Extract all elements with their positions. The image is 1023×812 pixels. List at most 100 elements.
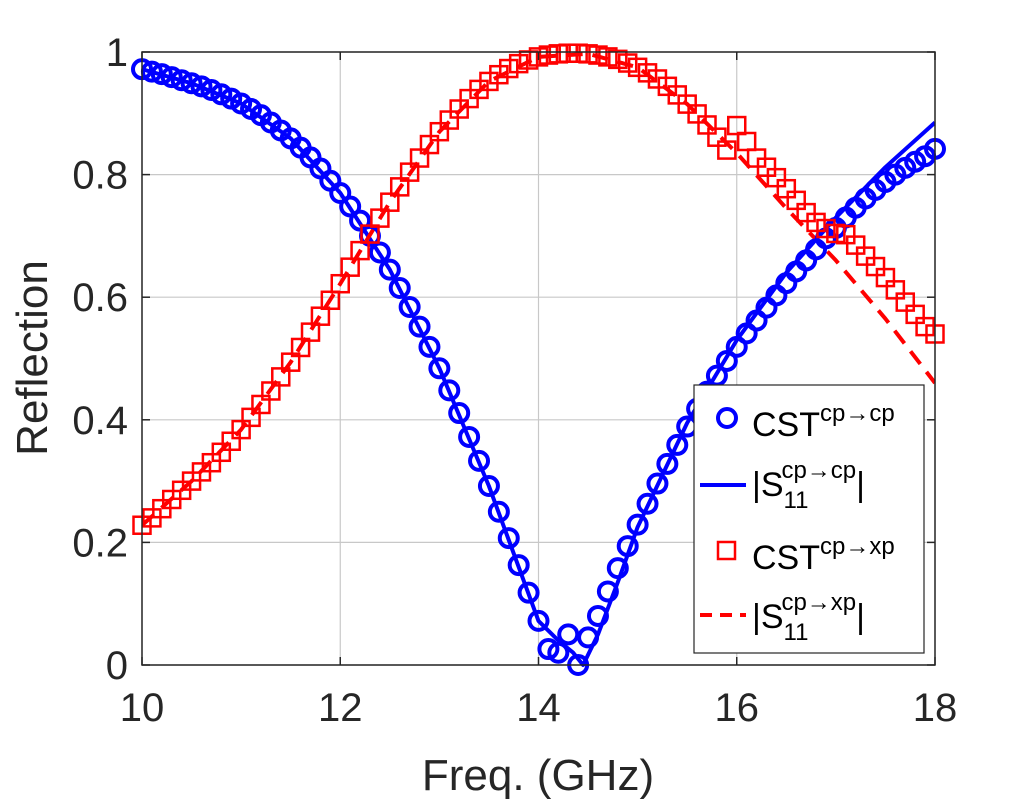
series-layer bbox=[131, 43, 946, 676]
series-2-point-51 bbox=[637, 63, 658, 83]
series-0-point-48 bbox=[606, 557, 629, 580]
series-2-point-25 bbox=[380, 192, 400, 212]
series-0-point-29 bbox=[418, 335, 441, 358]
series-2-point-42 bbox=[548, 44, 569, 64]
legend-s11-xpol-close: | bbox=[856, 598, 865, 636]
series-2-point-15 bbox=[280, 352, 301, 372]
legend: CSTcp→cp |S11cp→cp| CSTcp→xp |S11cp→xp| bbox=[693, 384, 925, 654]
series-0-point-3 bbox=[160, 66, 183, 89]
series-0-point-1 bbox=[140, 60, 163, 83]
series-2-point-50 bbox=[627, 57, 648, 78]
series-0-point-30 bbox=[428, 357, 451, 380]
series-2-point-46 bbox=[588, 45, 608, 65]
series-0-point-45 bbox=[577, 626, 600, 649]
series-2-point-60 bbox=[727, 115, 747, 136]
x-axis-title: Freq. (GHz) bbox=[422, 751, 654, 800]
y-tick-label-0: 0 bbox=[106, 644, 128, 688]
axis-ticks: 10 12 14 16 18 0 0.2 0.4 0.6 0.8 1 bbox=[72, 31, 957, 730]
series-2-point-76 bbox=[885, 280, 906, 300]
legend-cst-copol-main: CST bbox=[752, 406, 820, 444]
legend-marker-cst-copol bbox=[716, 407, 738, 429]
series-2-point-74 bbox=[865, 256, 886, 277]
series-2-point-59 bbox=[717, 140, 737, 160]
series-2-point-77 bbox=[895, 292, 916, 312]
series-2-point-65 bbox=[776, 178, 797, 199]
series-0-point-50 bbox=[626, 513, 649, 536]
series-0-point-39 bbox=[517, 581, 540, 604]
y-tick-label-3: 0.6 bbox=[72, 276, 128, 320]
series-2-point-27 bbox=[399, 162, 420, 182]
series-0-point-27 bbox=[398, 296, 421, 319]
series-2-point-49 bbox=[617, 53, 638, 73]
y-tick-label-5: 1 bbox=[106, 31, 128, 75]
series-2-point-24 bbox=[370, 208, 390, 228]
series-1-line bbox=[142, 67, 935, 667]
legend-s11-copol-close: | bbox=[856, 466, 865, 504]
series-2 bbox=[132, 43, 945, 535]
series-2-point-48 bbox=[608, 49, 628, 70]
x-tick-label-3: 16 bbox=[715, 686, 760, 730]
series-2-point-19 bbox=[320, 290, 341, 311]
series-2-point-64 bbox=[766, 167, 787, 188]
series-2-point-26 bbox=[389, 177, 410, 197]
series-2-point-56 bbox=[687, 104, 707, 124]
y-tick-label-4: 0.8 bbox=[72, 154, 128, 198]
legend-s11-copol-open: |S bbox=[752, 466, 784, 504]
series-2-point-73 bbox=[855, 246, 876, 266]
series-2-point-16 bbox=[290, 337, 311, 358]
series-2-point-72 bbox=[845, 235, 866, 255]
series-0-point-34 bbox=[468, 449, 491, 472]
series-0-point-40 bbox=[527, 609, 550, 632]
series-0-point-35 bbox=[477, 475, 500, 498]
series-2-point-69 bbox=[816, 218, 836, 239]
series-0-point-54 bbox=[666, 433, 689, 456]
series-2-point-36 bbox=[489, 64, 509, 85]
series-2-point-37 bbox=[499, 58, 519, 79]
series-2-point-70 bbox=[826, 223, 846, 244]
series-2-point-71 bbox=[836, 224, 856, 245]
y-tick-label-2: 0.4 bbox=[72, 399, 128, 443]
series-2-point-10 bbox=[231, 419, 251, 440]
y-tick-label-1: 0.2 bbox=[72, 521, 128, 565]
series-0-point-49 bbox=[616, 535, 639, 558]
series-0-point-21 bbox=[339, 195, 362, 218]
series-0-point-43 bbox=[557, 623, 580, 646]
series-0-point-38 bbox=[507, 554, 530, 577]
x-tick-label-0: 10 bbox=[120, 686, 165, 730]
legend-s11-xpol-open: |S bbox=[752, 598, 784, 636]
series-2-point-40 bbox=[528, 47, 549, 67]
series-0-point-37 bbox=[497, 527, 520, 550]
series-2-point-31 bbox=[439, 110, 460, 130]
series-0-point-46 bbox=[586, 604, 609, 627]
series-0-point-52 bbox=[646, 472, 669, 495]
y-axis-title: Reflection bbox=[8, 260, 57, 456]
legend-cst-xpol-main: CST bbox=[752, 539, 820, 577]
series-2-point-44 bbox=[568, 43, 588, 63]
series-0-point-5 bbox=[180, 72, 203, 95]
series-2-point-29 bbox=[419, 134, 440, 155]
series-2-point-17 bbox=[300, 322, 321, 342]
series-0-point-33 bbox=[458, 425, 481, 448]
series-0-point-47 bbox=[596, 580, 619, 603]
series-0-point-51 bbox=[636, 492, 659, 515]
series-2-point-13 bbox=[261, 381, 281, 401]
series-0-point-41 bbox=[537, 638, 560, 661]
legend-s11-xpol-sub: 11 bbox=[784, 619, 809, 646]
series-2-point-18 bbox=[310, 306, 331, 326]
legend-label-cst-xpol: CSTcp→xp bbox=[752, 533, 895, 577]
series-2-point-47 bbox=[598, 47, 618, 67]
legend-cst-copol-sup: cp→cp bbox=[820, 400, 895, 427]
series-0-point-22 bbox=[349, 209, 372, 232]
legend-marker-cst-xpol bbox=[716, 540, 737, 561]
x-tick-label-4: 18 bbox=[913, 686, 958, 730]
series-0-point-25 bbox=[378, 258, 401, 281]
legend-label-cst-copol: CSTcp→cp bbox=[752, 400, 895, 444]
series-2-point-63 bbox=[756, 157, 777, 177]
series-2-point-78 bbox=[905, 304, 925, 325]
series-0-point-36 bbox=[487, 500, 510, 523]
series-0-point-53 bbox=[656, 452, 679, 475]
legend-label-s11-xpol: |S11 cp→xp| bbox=[752, 589, 865, 646]
x-tick-label-1: 12 bbox=[318, 686, 363, 730]
legend-box bbox=[693, 384, 925, 654]
